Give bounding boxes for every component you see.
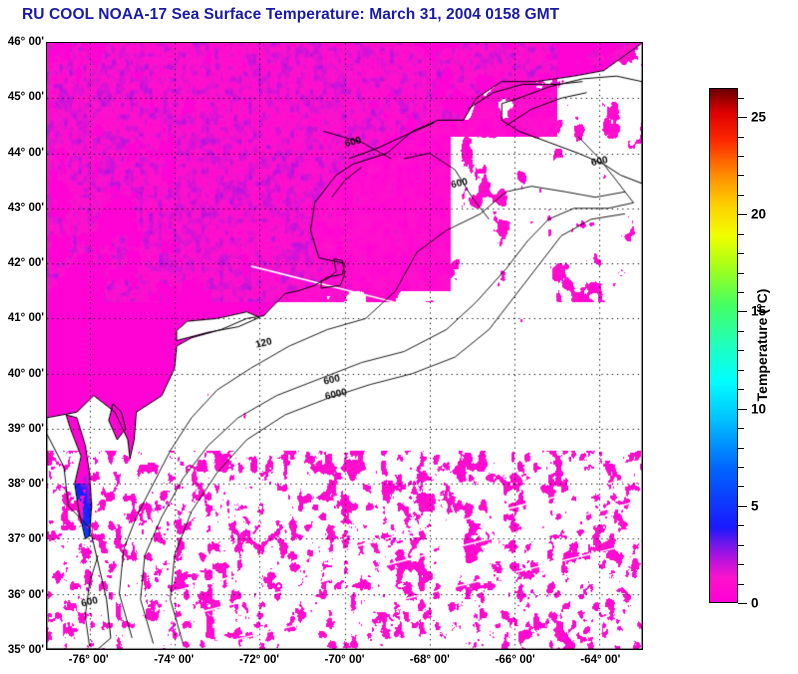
latitude-tick-label: 45° 00': [7, 91, 44, 104]
colorbar-label: 0: [751, 595, 759, 611]
colorbar-tick: [738, 369, 744, 371]
longitude-tick-label: -70° 00': [324, 654, 365, 666]
colorbar-tick: [738, 447, 744, 449]
colorbar-tick: [738, 350, 744, 352]
colorbar-label: 10: [751, 401, 767, 417]
colorbar-tick: [738, 175, 744, 177]
longitude-tick-label: -74° 00': [153, 654, 194, 666]
colorbar-tick: [738, 330, 744, 332]
longitude-axis: -76° 00' -74° 00' -72° 00' -70° 00' -68° 00'…: [46, 654, 643, 674]
colorbar-tick: [738, 583, 744, 585]
coastline-bathymetry-overlay: [47, 43, 642, 649]
longitude-tick-label: -66° 00': [495, 654, 536, 666]
latitude-tick-label: 37° 00': [7, 533, 44, 546]
colorbar-tick: [738, 505, 747, 507]
colorbar-tick: [738, 214, 747, 216]
colorbar: [709, 88, 738, 603]
colorbar-tick: [738, 156, 744, 158]
longitude-tick-label: -72° 00': [239, 654, 280, 666]
latitude-tick-label: 42° 00': [7, 257, 44, 270]
colorbar-tick: [738, 466, 744, 468]
colorbar-tick: [738, 564, 744, 566]
latitude-tick-label: 44° 00': [7, 146, 44, 159]
colorbar-tick: [738, 97, 744, 99]
colorbar-tick: [738, 253, 744, 255]
latitude-tick-label: 36° 00': [7, 588, 44, 601]
colorbar-tick: [738, 408, 747, 410]
latitude-axis: 46° 00' 45° 00' 44° 00' 43° 00' 42° 00' 41° 0…: [0, 36, 44, 656]
latitude-tick-label: 38° 00': [7, 478, 44, 491]
latitude-tick-label: 35° 00': [7, 644, 44, 656]
longitude-tick-label: -68° 00': [409, 654, 450, 666]
colorbar-tick: [738, 136, 744, 138]
latitude-tick-label: 39° 00': [7, 422, 44, 435]
colorbar-label: 5: [751, 498, 759, 514]
colorbar-tick: [738, 428, 744, 430]
colorbar-tick: [738, 233, 744, 235]
colorbar-tick: [738, 389, 744, 391]
colorbar-gradient: [710, 89, 737, 602]
latitude-tick-label: 41° 00': [7, 312, 44, 325]
colorbar-tick: [738, 486, 744, 488]
page-title: RU COOL NOAA-17 Sea Surface Temperature:…: [22, 6, 560, 23]
colorbar-tick: [738, 117, 747, 119]
longitude-tick-label: -64° 00': [580, 654, 621, 666]
colorbar-tick: [738, 525, 744, 527]
colorbar-tick: [738, 292, 744, 294]
colorbar-label: 20: [751, 206, 767, 222]
colorbar-tick: [738, 272, 744, 274]
colorbar-tick: [738, 603, 747, 604]
sst-map-plot: [46, 42, 643, 650]
colorbar-label: 25: [751, 109, 767, 125]
colorbar-tick: [738, 544, 744, 546]
colorbar-tick: [738, 194, 744, 196]
latitude-tick-label: 46° 00': [7, 36, 44, 48]
colorbar-tick: [738, 311, 747, 313]
colorbar-title: Temperature (°C): [754, 288, 770, 402]
latitude-tick-label: 40° 00': [7, 367, 44, 380]
longitude-tick-label: -76° 00': [68, 654, 109, 666]
latitude-tick-label: 43° 00': [7, 201, 44, 214]
